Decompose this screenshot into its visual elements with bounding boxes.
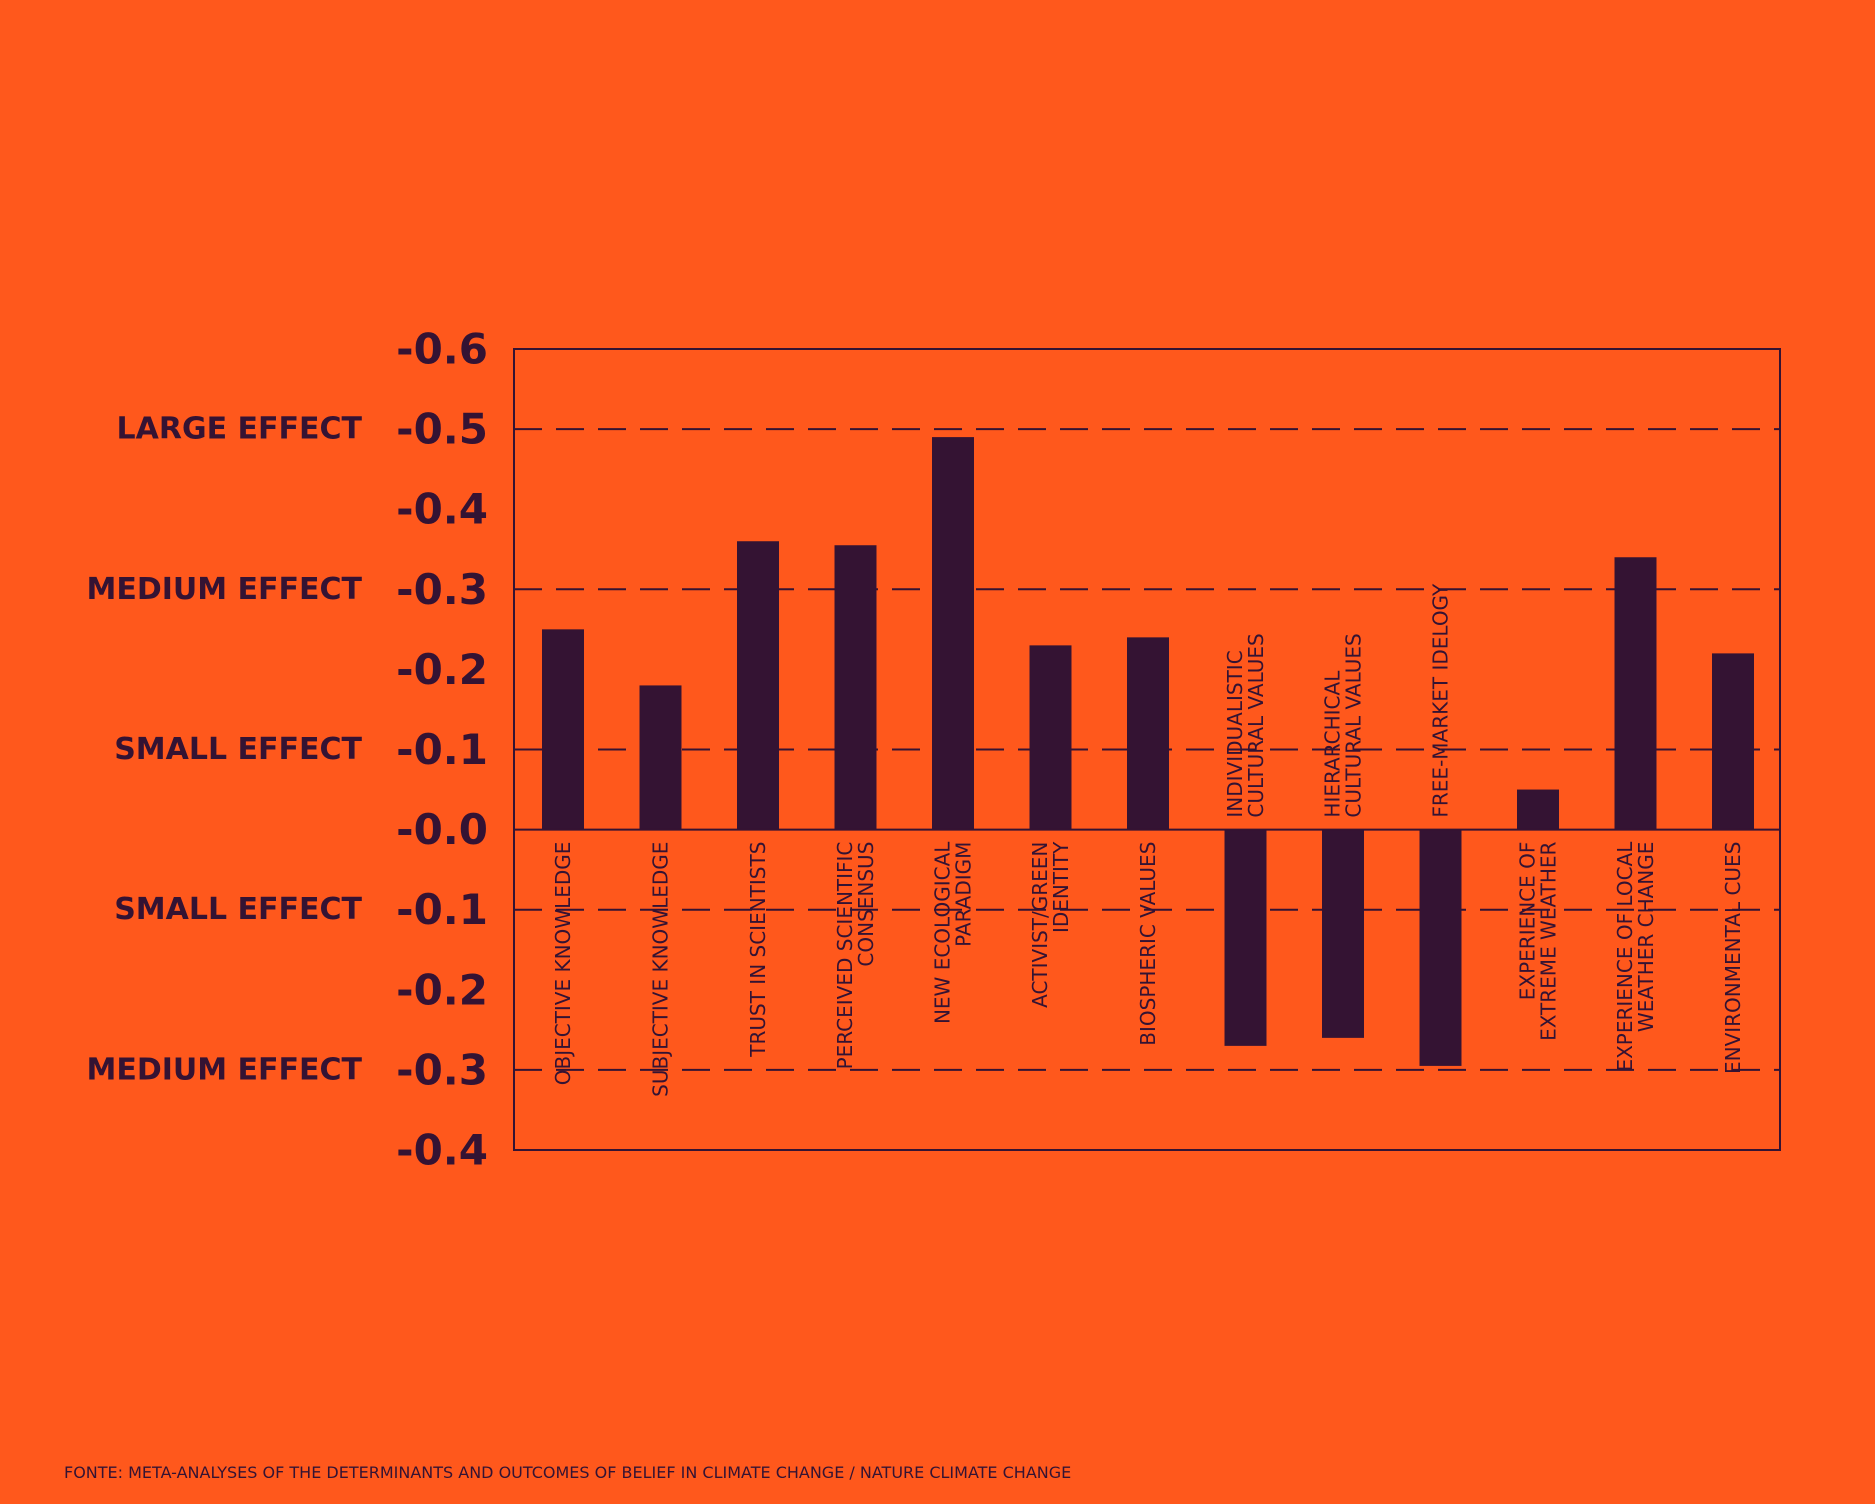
bar-4 [932,437,974,830]
category-label-3-line-0: PERCEIVED SCIENTIFIC [833,842,857,1070]
category-label-8-line-1: CULTURAL VALUES [1342,633,1366,817]
effect-label-4: MEDIUM EFFECT [86,1052,362,1087]
y-tick-label-9: -0.3 [396,1045,488,1094]
category-label-2: TRUST IN SCIENTISTS [746,842,770,1058]
y-tick-label-6: -0.0 [396,805,488,854]
y-tick-label-2: -0.4 [396,485,488,534]
category-label-2-line-0: TRUST IN SCIENTISTS [746,842,770,1058]
bar-10 [1517,789,1559,830]
category-label-7-line-1: CULTURAL VALUES [1244,633,1268,817]
y-tick-label-5: -0.1 [396,725,488,774]
y-tick-label-8: -0.2 [396,965,488,1014]
effect-label-0: LARGE EFFECT [117,412,363,447]
y-tick-label-4: -0.2 [396,645,488,694]
category-label-10-line-1: EXTREME WEATHER [1537,842,1561,1041]
bar-11 [1614,557,1657,830]
y-tick-label-10: -0.4 [396,1126,488,1175]
category-label-4-line-0: NEW ECOLOGICAL [931,841,955,1024]
y-tick-label-3: -0.3 [396,565,488,614]
category-label-0-line-0: OBJECTIVE KNOWLEDGE [551,842,575,1086]
category-label-0: OBJECTIVE KNOWLEDGE [551,842,575,1086]
effect-label-2: SMALL EFFECT [114,732,362,767]
category-label-6-line-0: BIOSPHERIC VALUES [1136,842,1160,1046]
category-label-5-line-0: ACTIVIST/GREEN [1028,842,1052,1008]
category-label-6: BIOSPHERIC VALUES [1136,842,1160,1046]
category-label-9-line-0: FREE-MARKET IDELOGY [1429,583,1453,818]
bar-5 [1029,645,1072,830]
effect-label-1: MEDIUM EFFECT [86,572,362,607]
bar-8 [1322,829,1364,1038]
bar-9 [1419,829,1462,1066]
effect-label-3: SMALL EFFECT [114,892,362,927]
y-tick-label-1: -0.5 [396,405,488,454]
bar-12 [1712,653,1754,830]
category-label-5-line-1: IDENTITY [1049,841,1073,933]
category-label-9: FREE-MARKET IDELOGY [1429,583,1453,818]
category-label-3-line-1: CONSENSUS [854,842,878,967]
bar-0 [542,629,584,830]
category-label-11-line-0: EXPERIENCE OF LOCAL [1613,841,1637,1072]
category-label-1: SUBJECTIVE KNOWLEDGE [649,842,673,1097]
source-note: FONTE: META-ANALYSES OF THE DETERMINANTS… [64,1463,1072,1482]
bar-1 [639,685,682,830]
y-tick-label-7: -0.1 [396,885,488,934]
category-label-12-line-0: ENVIRONMENTAL CUES [1721,842,1745,1074]
bar-6 [1127,637,1169,830]
category-label-8-line-0: HIERARCHICAL [1321,670,1345,818]
category-label-1-line-0: SUBJECTIVE KNOWLEDGE [649,842,673,1097]
category-label-4-line-1: PARADIGM [952,842,976,947]
category-label-12: ENVIRONMENTAL CUES [1721,842,1745,1074]
category-label-10-line-0: EXPERIENCE OF [1516,842,1540,1001]
bar-7 [1224,829,1267,1046]
y-tick-label-0: -0.6 [396,325,488,374]
category-label-7-line-0: INDIVIDUALISTIC [1223,650,1247,817]
category-label-11-line-1: WEATHER CHANGE [1634,842,1658,1032]
bar-3 [834,545,877,830]
bar-2 [737,541,779,830]
